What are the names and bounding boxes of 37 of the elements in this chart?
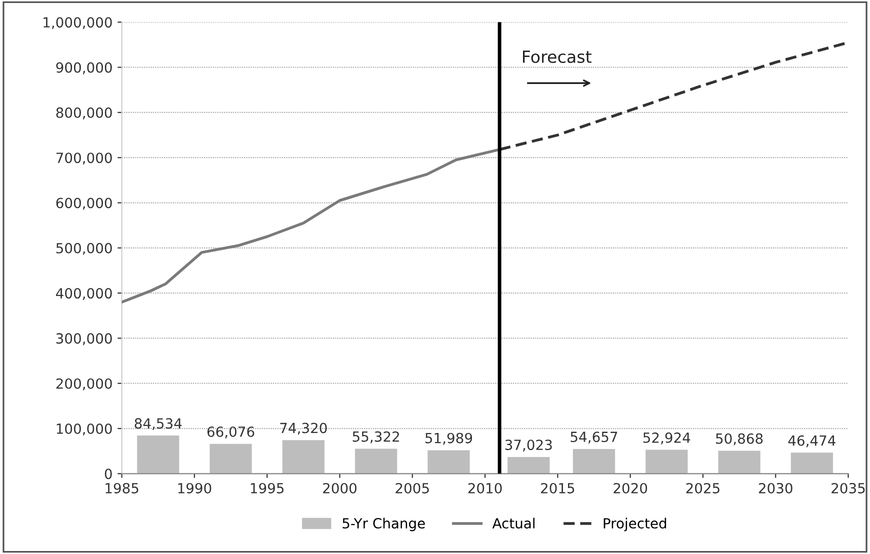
x-tick-label: 1990: [178, 482, 212, 494]
data-label: 46,474: [788, 435, 836, 448]
x-tick-label: 2015: [541, 482, 574, 494]
x-tick-label: 2030: [758, 482, 792, 494]
data-label: 54,657: [570, 432, 618, 444]
y-tick-label: 800,000: [56, 107, 112, 120]
line-series: [122, 148, 501, 304]
x-tick-label: 2010: [468, 482, 502, 494]
x-tick-label: 2005: [396, 482, 429, 494]
data-label: 52,924: [643, 432, 690, 444]
x-tick-label: 2000: [323, 482, 356, 494]
legend-label: Actual: [492, 518, 534, 529]
y-tick-label: 600,000: [56, 198, 112, 210]
annotation: Forecast: [522, 50, 592, 64]
data-label: 74,320: [280, 422, 327, 435]
data-label: 51,989: [425, 432, 472, 445]
legend-label: Projected: [604, 518, 666, 532]
y-tick-label: 1,000,000: [44, 17, 112, 30]
y-tick-label: 400,000: [56, 288, 112, 300]
x-tick-label: 2025: [686, 482, 720, 494]
y-tick-label: 100,000: [56, 423, 112, 436]
y-tick-label: 900,000: [56, 62, 112, 74]
data-label: 55,322: [352, 431, 399, 444]
legend-label: 5-Yr Change: [342, 518, 425, 532]
data-label: 66,076: [207, 426, 254, 438]
data-label: 50,868: [716, 433, 763, 446]
x-tick-label: 2035: [832, 482, 865, 494]
y-tick-label: 300,000: [56, 333, 112, 346]
data-label: 84,534: [134, 418, 182, 430]
y-tick-label: 700,000: [56, 152, 112, 165]
y-tick-label: 500,000: [56, 242, 112, 255]
y-tick-label: 0: [104, 468, 112, 480]
x-tick-label: 2020: [614, 482, 648, 494]
data-label: 37,023: [505, 440, 552, 452]
y-tick-label: 200,000: [56, 378, 112, 390]
x-tick-label: 1995: [250, 482, 284, 494]
x-tick-label: 1985: [106, 482, 138, 494]
